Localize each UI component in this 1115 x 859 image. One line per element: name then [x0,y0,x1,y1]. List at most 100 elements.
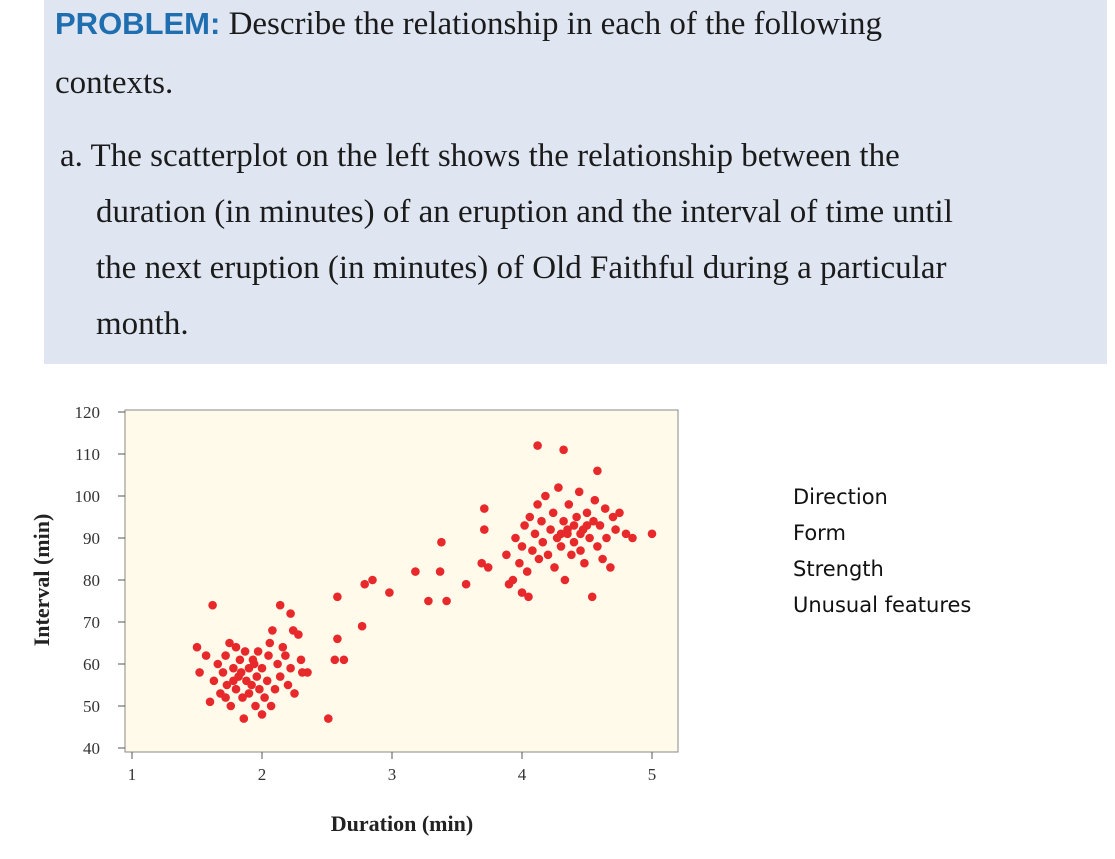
data-point [231,642,241,652]
problem-box: PROBLEM: Describe the relationship in ea… [44,0,1107,364]
label-direction: Direction [793,485,888,509]
data-point [569,537,579,547]
data-point [303,668,312,677]
data-point [330,655,340,665]
data-point [602,533,611,543]
problem-intro: PROBLEM: Describe the relationship in ea… [55,6,882,43]
data-point [260,693,269,702]
data-point [546,525,555,534]
data-point [226,701,236,711]
data-point [585,533,594,543]
data-point [572,512,581,522]
data-point [290,689,299,698]
data-point [238,693,247,702]
data-point [252,672,262,681]
data-point [543,550,553,560]
data-point [580,558,589,568]
x-tick-label: 2 [258,765,267,784]
data-point [593,466,602,476]
data-point [587,592,597,602]
data-point [598,554,607,564]
data-point [357,621,367,631]
data-point [590,495,600,505]
data-point [480,525,489,534]
data-point [221,693,230,702]
data-point [275,600,285,610]
data-point [556,542,566,551]
data-point [528,546,537,555]
data-point [218,668,228,677]
data-point [522,567,532,576]
data-point [563,525,572,534]
data-point [595,521,605,530]
data-point [567,550,576,560]
data-point [560,575,570,585]
part-a-line1: a. The scatterplot on the left shows the… [60,138,900,174]
data-point [461,579,471,589]
data-point [266,701,276,711]
data-point [606,563,615,572]
data-point [530,529,540,539]
data-point [589,516,598,526]
data-point [548,508,558,518]
intro-line1: Describe the relationship in each of the… [228,6,882,42]
label-unusual-features: Unusual features [793,593,972,617]
data-point [264,651,273,660]
data-point [582,508,592,518]
data-point [534,554,544,564]
y-tick-label: 100 [75,487,101,506]
data-point [435,567,445,576]
data-point [477,558,487,568]
data-point [360,579,370,589]
data-point [286,609,295,618]
label-form: Form [793,521,846,545]
data-point [294,630,303,639]
data-point [611,525,620,534]
data-point [244,689,254,698]
data-point [268,626,277,635]
data-point [556,529,566,539]
data-point [195,668,204,677]
data-point [554,483,563,492]
data-point [283,680,293,690]
x-tick-label: 3 [388,765,397,784]
data-point [508,575,518,585]
data-point [339,655,349,665]
data-point [525,512,535,522]
data-point [253,647,263,656]
data-point [222,680,232,690]
data-point [537,516,546,526]
data-point [385,588,394,597]
data-point [281,651,290,660]
x-tick-label: 1 [128,765,137,784]
y-tick-label: 60 [83,655,100,674]
data-point [324,714,333,723]
data-point [538,537,548,547]
data-point [273,659,282,669]
y-tick-label: 80 [83,571,100,590]
data-point [251,701,260,711]
data-point [647,529,657,539]
problem-heading: PROBLEM: [55,6,221,41]
data-point [502,550,511,560]
data-point [229,663,238,673]
data-point [621,529,631,539]
data-point [249,659,259,669]
data-point [225,638,234,648]
data-point [600,504,610,513]
data-point [442,596,451,606]
x-tick-label: 4 [518,765,527,784]
data-point [192,642,202,652]
data-point [270,684,280,694]
x-axis-label: Duration (min) [331,811,473,836]
data-point [424,596,433,606]
data-point [275,672,285,681]
data-point [229,676,238,686]
data-point [236,668,246,677]
y-tick-label: 110 [75,445,100,464]
data-point [208,600,217,610]
data-point [517,542,527,551]
y-tick-label: 50 [83,697,100,716]
data-point [550,563,559,572]
data-point [221,651,230,660]
